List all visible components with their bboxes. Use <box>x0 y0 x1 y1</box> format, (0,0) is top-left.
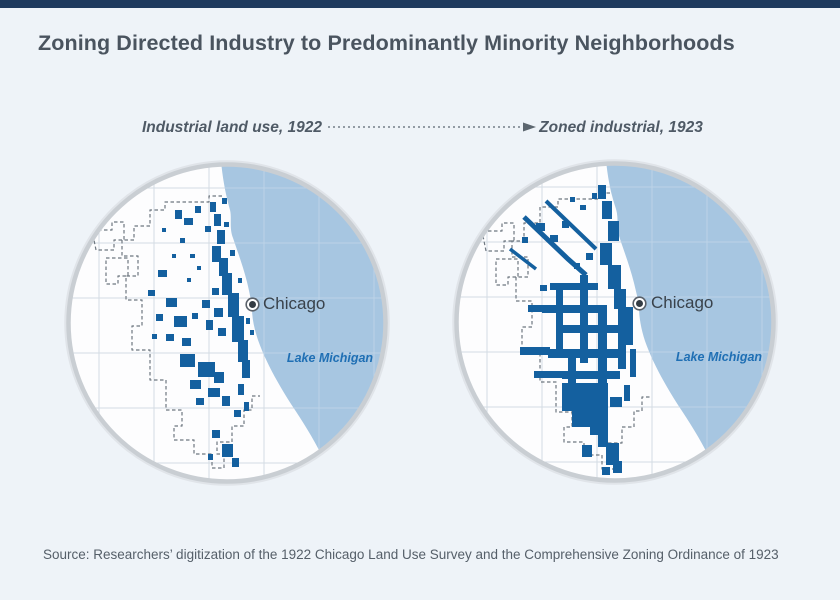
source-note: Source: Researchers’ digitization of the… <box>43 547 779 562</box>
figure-title: Zoning Directed Industry to Predominantl… <box>38 31 735 55</box>
panel-label-1922: Industrial land use, 1922 <box>141 119 323 136</box>
map-zoned-industrial-1923 <box>452 159 778 485</box>
city-label-1923: Chicago <box>651 293 714 312</box>
chicago-marker-icon <box>634 298 645 309</box>
city-label-1922: Chicago <box>263 294 326 313</box>
top-accent-bar <box>0 0 840 8</box>
lake-label-1923: Lake Michigan <box>675 350 763 364</box>
panel-label-1923: Zoned industrial, 1923 <box>539 119 703 136</box>
lake-label-1922: Lake Michigan <box>286 351 374 365</box>
chicago-marker-icon <box>247 299 258 310</box>
map-industrial-land-use-1922 <box>64 160 390 486</box>
dashed-arrow-icon <box>328 122 536 132</box>
